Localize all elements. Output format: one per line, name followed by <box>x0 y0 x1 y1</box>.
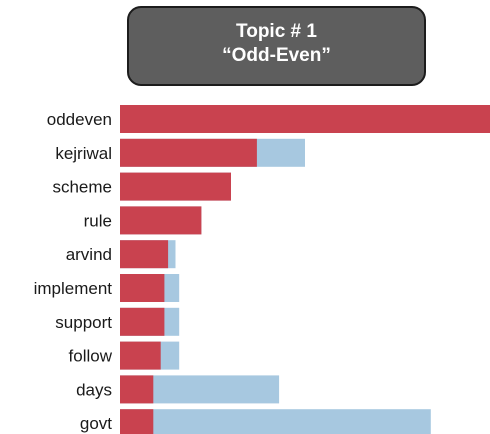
bar-primary-follow <box>120 341 161 370</box>
tick-label-scheme: scheme <box>52 178 112 197</box>
topic-subtitle: “Odd-Even” <box>222 45 331 66</box>
bar-secondary-govt <box>120 409 431 434</box>
bar-primary-support <box>120 307 165 336</box>
tick-label-arvind: arvind <box>66 245 112 264</box>
topic-title-box: Topic # 1 “Odd-Even” <box>127 6 426 86</box>
tick-label-follow: follow <box>69 347 113 366</box>
tick-label-support: support <box>55 313 112 332</box>
tick-label-implement: implement <box>34 279 113 298</box>
tick-label-rule: rule <box>84 211 112 230</box>
bar-primary-scheme <box>120 172 231 201</box>
bar-primary-rule <box>120 206 202 235</box>
category-labels: oddeven kejriwal scheme rule arvind implement… <box>34 110 113 433</box>
bars-layer <box>120 105 490 434</box>
bar-primary-implement <box>120 274 165 302</box>
tick-label-days: days <box>76 380 112 399</box>
bar-primary-arvind <box>120 240 169 269</box>
bar-primary-days <box>120 375 154 404</box>
bar-primary-oddeven <box>120 105 490 133</box>
tick-label-govt: govt <box>80 414 112 433</box>
topic-title: Topic # 1 <box>236 21 317 42</box>
tick-label-oddeven: oddeven <box>47 110 112 129</box>
bar-primary-govt <box>120 409 154 434</box>
bar-primary-kejriwal <box>120 138 257 167</box>
tick-label-kejriwal: kejriwal <box>55 144 112 163</box>
